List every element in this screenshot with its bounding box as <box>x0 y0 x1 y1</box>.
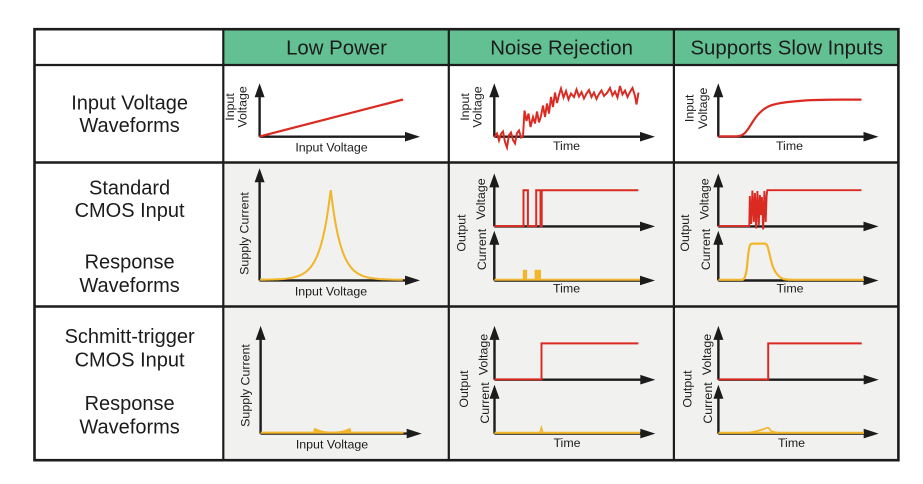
svg-text:Output: Output <box>454 214 468 252</box>
svg-text:Low Power: Low Power <box>286 38 387 60</box>
svg-text:Current: Current <box>475 228 489 270</box>
svg-text:Time: Time <box>553 139 580 153</box>
svg-text:Noise Rejection: Noise Rejection <box>490 38 633 60</box>
svg-text:Response: Response <box>85 393 175 415</box>
svg-text:Current: Current <box>699 228 713 270</box>
svg-text:Voltage: Voltage <box>470 86 484 127</box>
svg-text:Input: Input <box>682 94 696 122</box>
svg-text:Schmitt-trigger: Schmitt-trigger <box>65 326 195 348</box>
svg-text:Current: Current <box>478 382 492 424</box>
svg-text:Input: Input <box>223 93 237 121</box>
svg-text:Input Voltage: Input Voltage <box>295 284 367 298</box>
svg-text:Time: Time <box>776 281 803 295</box>
svg-text:Supply Current: Supply Current <box>239 344 253 427</box>
svg-text:Time: Time <box>553 436 580 450</box>
svg-text:Voltage: Voltage <box>696 88 710 129</box>
svg-text:Current: Current <box>701 382 715 424</box>
svg-text:Time: Time <box>553 281 580 295</box>
svg-text:Input Voltage: Input Voltage <box>296 437 368 451</box>
svg-text:Output: Output <box>680 370 694 408</box>
svg-text:Input Voltage: Input Voltage <box>295 141 367 155</box>
svg-text:Waveforms: Waveforms <box>79 417 179 439</box>
svg-text:Supply Current: Supply Current <box>238 192 252 275</box>
svg-text:CMOS Input: CMOS Input <box>75 350 185 372</box>
svg-text:Standard: Standard <box>89 178 170 200</box>
svg-text:Supports Slow Inputs: Supports Slow Inputs <box>690 38 883 60</box>
svg-text:CMOS Input: CMOS Input <box>75 200 185 222</box>
svg-text:Input Voltage: Input Voltage <box>71 92 188 114</box>
svg-text:Time: Time <box>778 436 805 450</box>
svg-text:Response: Response <box>85 252 175 274</box>
svg-text:Waveforms: Waveforms <box>79 115 179 137</box>
svg-text:Voltage: Voltage <box>697 178 711 219</box>
svg-text:Voltage: Voltage <box>474 178 488 219</box>
svg-text:Time: Time <box>776 139 803 153</box>
svg-text:Waveforms: Waveforms <box>79 275 179 297</box>
svg-text:Voltage: Voltage <box>700 334 714 375</box>
svg-text:Voltage: Voltage <box>236 86 250 127</box>
svg-text:Voltage: Voltage <box>476 334 490 375</box>
svg-text:Output: Output <box>457 370 471 408</box>
svg-text:Input: Input <box>458 93 472 121</box>
svg-text:Output: Output <box>678 214 692 252</box>
